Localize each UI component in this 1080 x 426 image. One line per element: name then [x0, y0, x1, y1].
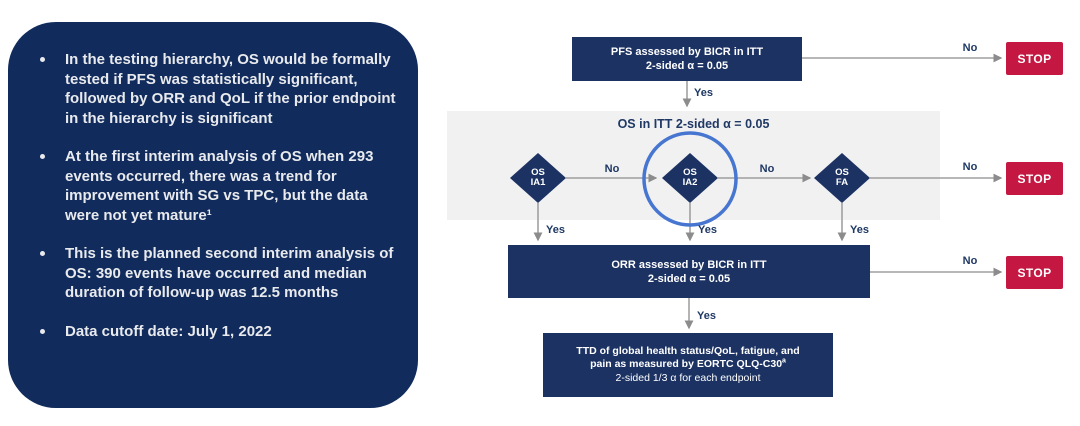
- bullet-icon: [40, 57, 45, 62]
- pfs-box-line2: 2-sided α = 0.05: [645, 60, 729, 72]
- no-label-ia1-ia2: No: [604, 163, 620, 175]
- bullet-text: In the testing hierarchy, OS would be fo…: [65, 51, 396, 127]
- ttd-box-line2: pain as measured by EORTC QLQ-C30a: [590, 358, 786, 372]
- os-ia1-line2: IA1: [530, 177, 546, 188]
- no-label-orr: No: [962, 255, 978, 267]
- no-label-fa: No: [962, 161, 978, 173]
- pfs-box: PFS assessed by BICR in ITT 2-sided α = …: [572, 37, 802, 81]
- bullet-item: Data cutoff date: July 1, 2022: [32, 322, 396, 342]
- bullet-item: This is the planned second interim analy…: [32, 244, 396, 303]
- yes-label-pfs: Yes: [694, 87, 713, 99]
- stop-box-orr: STOP: [1006, 256, 1063, 289]
- ttd-box-line2-text: pain as measured by EORTC QLQ-C30: [590, 358, 783, 371]
- orr-box-line1: ORR assessed by BICR in ITT: [611, 258, 767, 271]
- ttd-box-line1: TTD of global health status/QoL, fatigue…: [576, 344, 800, 357]
- orr-box-line2: 2-sided α = 0.05: [647, 272, 731, 285]
- os-ia1-line1: OS: [531, 166, 545, 178]
- ttd-box-line2-superscript: a: [782, 357, 786, 365]
- orr-box: ORR assessed by BICR in ITT 2-sided α = …: [508, 245, 870, 298]
- yes-label-fa: Yes: [850, 224, 869, 236]
- summary-panel: In the testing hierarchy, OS would be fo…: [8, 22, 418, 408]
- no-label-ia2-fa: No: [759, 163, 775, 175]
- os-fa-line1: OS: [835, 166, 849, 178]
- bullet-item: In the testing hierarchy, OS would be fo…: [32, 50, 396, 128]
- bullet-icon: [40, 251, 45, 256]
- yes-label-orr: Yes: [697, 310, 716, 322]
- bullet-text: This is the planned second interim analy…: [65, 245, 394, 301]
- os-fa-line2: FA: [835, 177, 849, 188]
- pfs-box-line1: PFS assessed by BICR in ITT: [610, 46, 764, 58]
- os-ia2-line1: OS: [683, 166, 697, 178]
- stop-box-os: STOP: [1006, 162, 1063, 195]
- bullet-text: At the first interim analysis of OS when…: [65, 148, 374, 224]
- yes-label-ia2: Yes: [698, 224, 717, 236]
- bullet-item: At the first interim analysis of OS when…: [32, 147, 396, 225]
- no-label-pfs: No: [962, 42, 978, 54]
- os-band-title: OS in ITT 2-sided α = 0.05: [617, 117, 770, 131]
- bullet-icon: [40, 328, 45, 334]
- stop-box-pfs: STOP: [1006, 42, 1063, 75]
- yes-label-ia1: Yes: [546, 224, 565, 236]
- os-ia2-line2: IA2: [682, 177, 698, 188]
- bullet-icon: [40, 154, 45, 159]
- ttd-box-line3: 2-sided 1/3 α for each endpoint: [615, 371, 761, 384]
- bullet-text: Data cutoff date: July 1, 2022: [65, 322, 272, 340]
- ttd-box: TTD of global health status/QoL, fatigue…: [543, 333, 833, 397]
